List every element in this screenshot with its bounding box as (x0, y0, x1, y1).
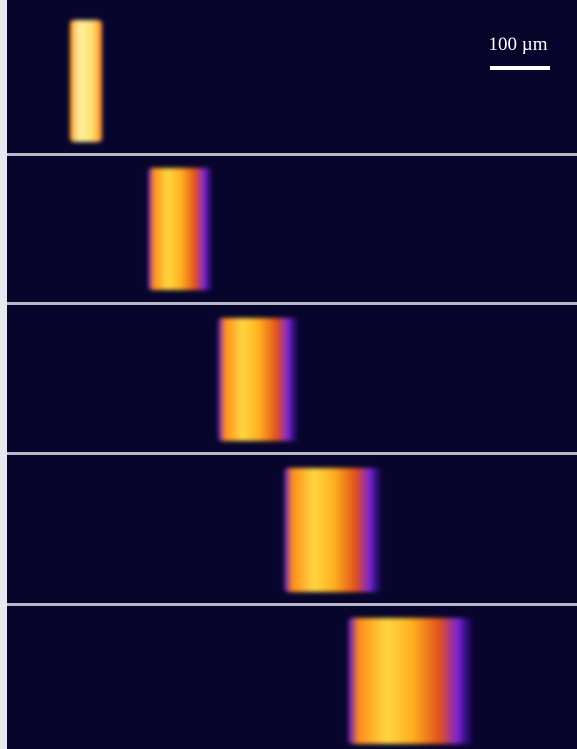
panel-separator (7, 302, 577, 305)
panel-separator (7, 153, 577, 156)
scale-bar-label: 100 µm (489, 34, 548, 55)
fluorescent-band (148, 168, 214, 290)
page: {"scale_bar": {"label": "100 µm"}} (0, 0, 577, 749)
panel-separator (7, 452, 577, 455)
fluorescent-band (70, 20, 102, 142)
fluorescent-band (348, 618, 476, 744)
scale-bar (490, 66, 550, 70)
fluorescent-band (218, 318, 300, 441)
micrograph: 100 µm (0, 0, 577, 749)
panel-separator (7, 603, 577, 606)
fluorescent-band (284, 468, 384, 592)
